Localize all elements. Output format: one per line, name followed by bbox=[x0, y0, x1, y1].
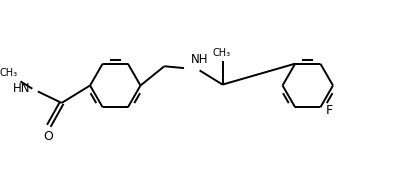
Text: O: O bbox=[44, 130, 53, 143]
Text: NH: NH bbox=[190, 53, 208, 66]
Text: CH₃: CH₃ bbox=[213, 48, 231, 58]
Text: F: F bbox=[326, 104, 333, 117]
Text: HN: HN bbox=[13, 82, 30, 95]
Text: CH₃: CH₃ bbox=[0, 68, 18, 78]
